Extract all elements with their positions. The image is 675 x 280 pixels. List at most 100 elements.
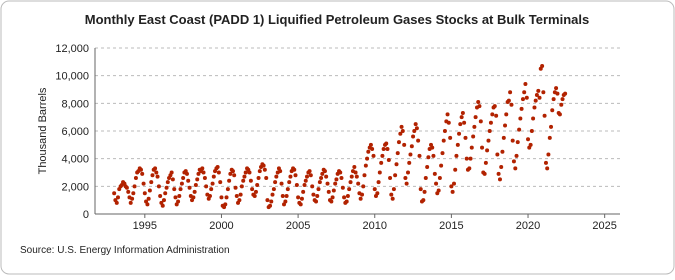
data-point (223, 202, 228, 207)
y-tick-label: 8,000 (61, 98, 89, 110)
data-point (418, 187, 423, 192)
data-point (490, 112, 495, 117)
data-point (446, 120, 451, 125)
data-point (353, 170, 358, 175)
data-point (302, 182, 307, 187)
data-point (292, 167, 297, 172)
data-point (518, 116, 523, 121)
data-point (234, 194, 239, 199)
data-point (147, 188, 152, 193)
data-point (437, 176, 442, 181)
data-point (310, 184, 315, 189)
data-point (510, 138, 515, 143)
data-point (227, 178, 232, 183)
data-point (201, 170, 206, 175)
data-point (330, 195, 335, 200)
data-point (423, 176, 428, 181)
data-point (202, 176, 207, 181)
data-point (391, 187, 396, 192)
data-point (460, 111, 465, 116)
data-point (322, 169, 327, 174)
data-point (209, 187, 214, 192)
data-point (372, 187, 377, 192)
data-point (264, 176, 269, 181)
x-tick-label: 2010 (363, 220, 387, 232)
data-point (187, 185, 192, 190)
x-tick-label: 2025 (592, 220, 616, 232)
data-point (316, 187, 321, 192)
data-point (549, 124, 554, 129)
data-point (247, 170, 252, 175)
data-point (132, 184, 137, 189)
data-point (126, 189, 131, 194)
data-point (363, 163, 368, 168)
data-point (467, 166, 472, 171)
data-point (215, 164, 220, 169)
data-point (140, 171, 145, 176)
data-point (347, 187, 352, 192)
data-point (225, 187, 230, 192)
data-point (356, 181, 361, 186)
data-point (524, 95, 529, 100)
data-point (273, 180, 278, 185)
data-point (476, 99, 481, 104)
data-point (253, 189, 258, 194)
data-point (124, 185, 129, 190)
data-point (441, 138, 446, 143)
data-point (228, 171, 233, 176)
data-point (545, 166, 550, 171)
data-point (457, 131, 462, 136)
data-point (257, 169, 262, 174)
x-tick-label: 2005 (286, 220, 310, 232)
x-tick-label: 2020 (516, 220, 540, 232)
data-point (349, 174, 354, 179)
data-point (242, 174, 247, 179)
data-point (271, 187, 276, 192)
data-point (169, 170, 174, 175)
data-point (256, 176, 261, 181)
data-point (211, 174, 216, 179)
data-point (158, 194, 163, 199)
data-point (196, 171, 201, 176)
data-point (431, 153, 436, 158)
data-point (191, 195, 196, 200)
data-point (128, 200, 133, 205)
data-point (352, 164, 357, 169)
data-point (243, 170, 248, 175)
data-point (477, 104, 482, 109)
data-point (395, 151, 400, 156)
data-point (287, 180, 292, 185)
data-point (278, 169, 283, 174)
data-point (497, 177, 502, 182)
data-point (237, 198, 242, 203)
data-point (483, 160, 488, 165)
data-point (233, 185, 238, 190)
data-point (416, 138, 421, 143)
data-point (173, 195, 178, 200)
data-point (436, 188, 441, 193)
data-point (522, 90, 527, 95)
data-point (390, 196, 395, 201)
data-point (224, 195, 229, 200)
data-point (216, 170, 221, 175)
data-point (319, 176, 324, 181)
data-point (414, 126, 419, 131)
data-point (177, 194, 182, 199)
data-point (320, 171, 325, 176)
data-point (529, 129, 534, 133)
data-point (472, 124, 477, 129)
data-point (536, 88, 541, 93)
data-point (274, 174, 279, 179)
data-point (155, 174, 160, 179)
data-point (523, 81, 528, 86)
data-point (361, 184, 366, 189)
data-point (362, 173, 367, 178)
data-point (160, 203, 165, 208)
data-point (296, 195, 301, 200)
data-point (293, 173, 298, 178)
data-point (384, 141, 389, 146)
data-point (250, 187, 255, 192)
data-point (114, 200, 119, 205)
data-point (284, 194, 289, 199)
y-tick-label: 10,000 (55, 71, 89, 83)
